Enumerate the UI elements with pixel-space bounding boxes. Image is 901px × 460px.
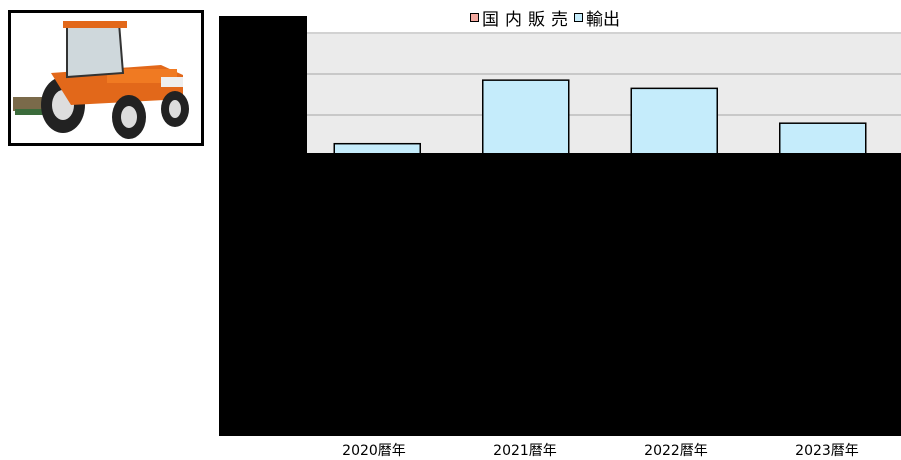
legend-label-export: 輸出 [586, 9, 620, 30]
legend: 国内販売 輸出 [470, 4, 696, 30]
tractor-icon [11, 13, 201, 143]
x-tick-label: 2022暦年 [644, 443, 708, 459]
x-tick-label: 2021暦年 [493, 443, 557, 459]
legend-swatch-domestic [470, 12, 479, 22]
legend-item-domestic: 国内販売 [470, 5, 574, 30]
x-tick-label: 2023暦年 [795, 443, 859, 459]
occlusion-main [219, 153, 901, 436]
tractor-photo [8, 10, 204, 146]
legend-label-domestic: 国内販売 [482, 9, 574, 30]
x-tick-label: 2020暦年 [342, 443, 406, 459]
legend-swatch-export [574, 12, 583, 22]
legend-item-export: 輸出 [574, 5, 696, 30]
